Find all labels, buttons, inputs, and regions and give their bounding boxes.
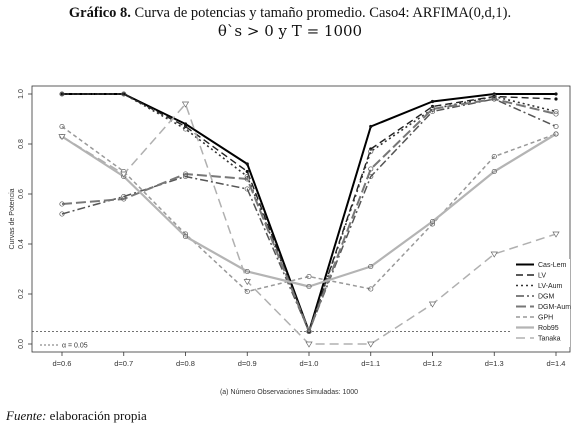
source-text: elaboración propia [46,408,147,423]
data-point [244,176,250,182]
legend-label: LV-Aum [538,283,563,290]
data-point [181,101,190,108]
data-point [554,92,558,96]
x-tick-label: d=1.2 [423,359,442,368]
data-point [368,148,374,155]
data-point [553,111,559,117]
x-tick-label: d=0.6 [53,359,72,368]
data-point [183,122,188,126]
data-point [491,153,497,160]
y-tick-label: 0.6 [18,189,25,199]
data-point [59,123,65,130]
series-line-gph [61,125,557,293]
data-point [553,131,559,137]
x-tick-label: d=0.9 [238,359,257,368]
data-point [120,171,128,178]
data-point [429,218,436,225]
series-line-dgm-aum [61,98,557,333]
chart-title: Gráfico 8. Curva de potencias y tamaño p… [0,4,580,22]
y-tick-label: 1.0 [18,89,25,99]
data-point [553,108,559,115]
data-point [367,341,375,348]
legend-label: Tanaka [538,336,561,343]
y-axis-label: Curvas de Potencia [9,188,16,249]
data-point [182,171,189,177]
legend-label: Cas-Lem [538,262,567,269]
series-line-tanaka [61,103,557,345]
data-point [244,186,250,192]
data-point [553,123,559,130]
data-point [182,233,189,240]
data-point [428,301,437,308]
data-point [121,91,127,97]
data-point [429,106,436,112]
power-curve-chart: α = 0.05 Cas-Lem LV LV-Aum DGM DGM-Aum GPH Rob9… [9,85,571,396]
data-point [59,91,65,97]
legend-label: DGM-Aum [538,304,571,311]
y-tick-label: 0.2 [18,289,25,299]
series-line-lv-aum [62,93,557,333]
data-point [121,196,127,202]
legend-label: GPH [538,315,553,322]
source-note: Fuente: elaboración propia [6,408,147,424]
data-point [491,168,497,175]
y-tick-label: 0.0 [18,339,25,349]
legend-label: LV [538,273,546,280]
data-point [368,263,374,270]
data-point [491,96,497,102]
data-point [306,273,312,280]
legend-label: Rob95 [538,325,559,332]
series-line-lv [62,93,557,333]
x-tick-label: d=0.8 [176,359,195,368]
series-line-rob95 [61,133,557,288]
data-point [59,211,65,217]
data-point [368,286,374,292]
data-point [58,134,66,141]
data-point [244,268,250,275]
data-point [182,126,189,132]
chart-title-text: Curva de potencias y tamaño promedio. Ca… [130,5,512,21]
data-point [245,162,249,166]
data-point [430,99,435,104]
data-point [552,231,560,238]
data-point [59,201,65,207]
data-point [245,169,249,174]
data-point [554,97,558,101]
x-tick-label: d=1.0 [300,359,319,368]
data-point [306,283,312,290]
legend-label: DGM [538,294,555,301]
data-point [243,279,251,286]
data-point [368,166,374,172]
chart-title-prefix: Gráfico 8. [68,5,131,21]
legend-box [512,259,570,347]
x-tick-label: d=0.7 [114,359,133,368]
data-point [490,251,498,258]
data-point [306,328,312,335]
series-line-dgm [61,98,557,333]
alpha-legend-label: α = 0.05 [62,343,88,350]
x-tick-label: d=1.4 [547,359,566,368]
x-tick-label: d=1.3 [485,359,504,368]
series-line-cas-lem [62,93,556,333]
x-tick-label: d=1.1 [361,359,380,368]
x-axis-label: (a) Número Observaciones Simuladas: 1000 [220,389,358,396]
data-point [369,124,373,129]
y-tick-label: 0.4 [18,239,25,249]
data-point [244,288,250,295]
source-label: Fuente: [6,408,47,423]
chart-subtitle: θ`s > 0 y T = 1000 [217,22,363,40]
plot-area [31,85,571,353]
data-point [305,341,313,348]
y-tick-label: 0.8 [18,139,25,149]
